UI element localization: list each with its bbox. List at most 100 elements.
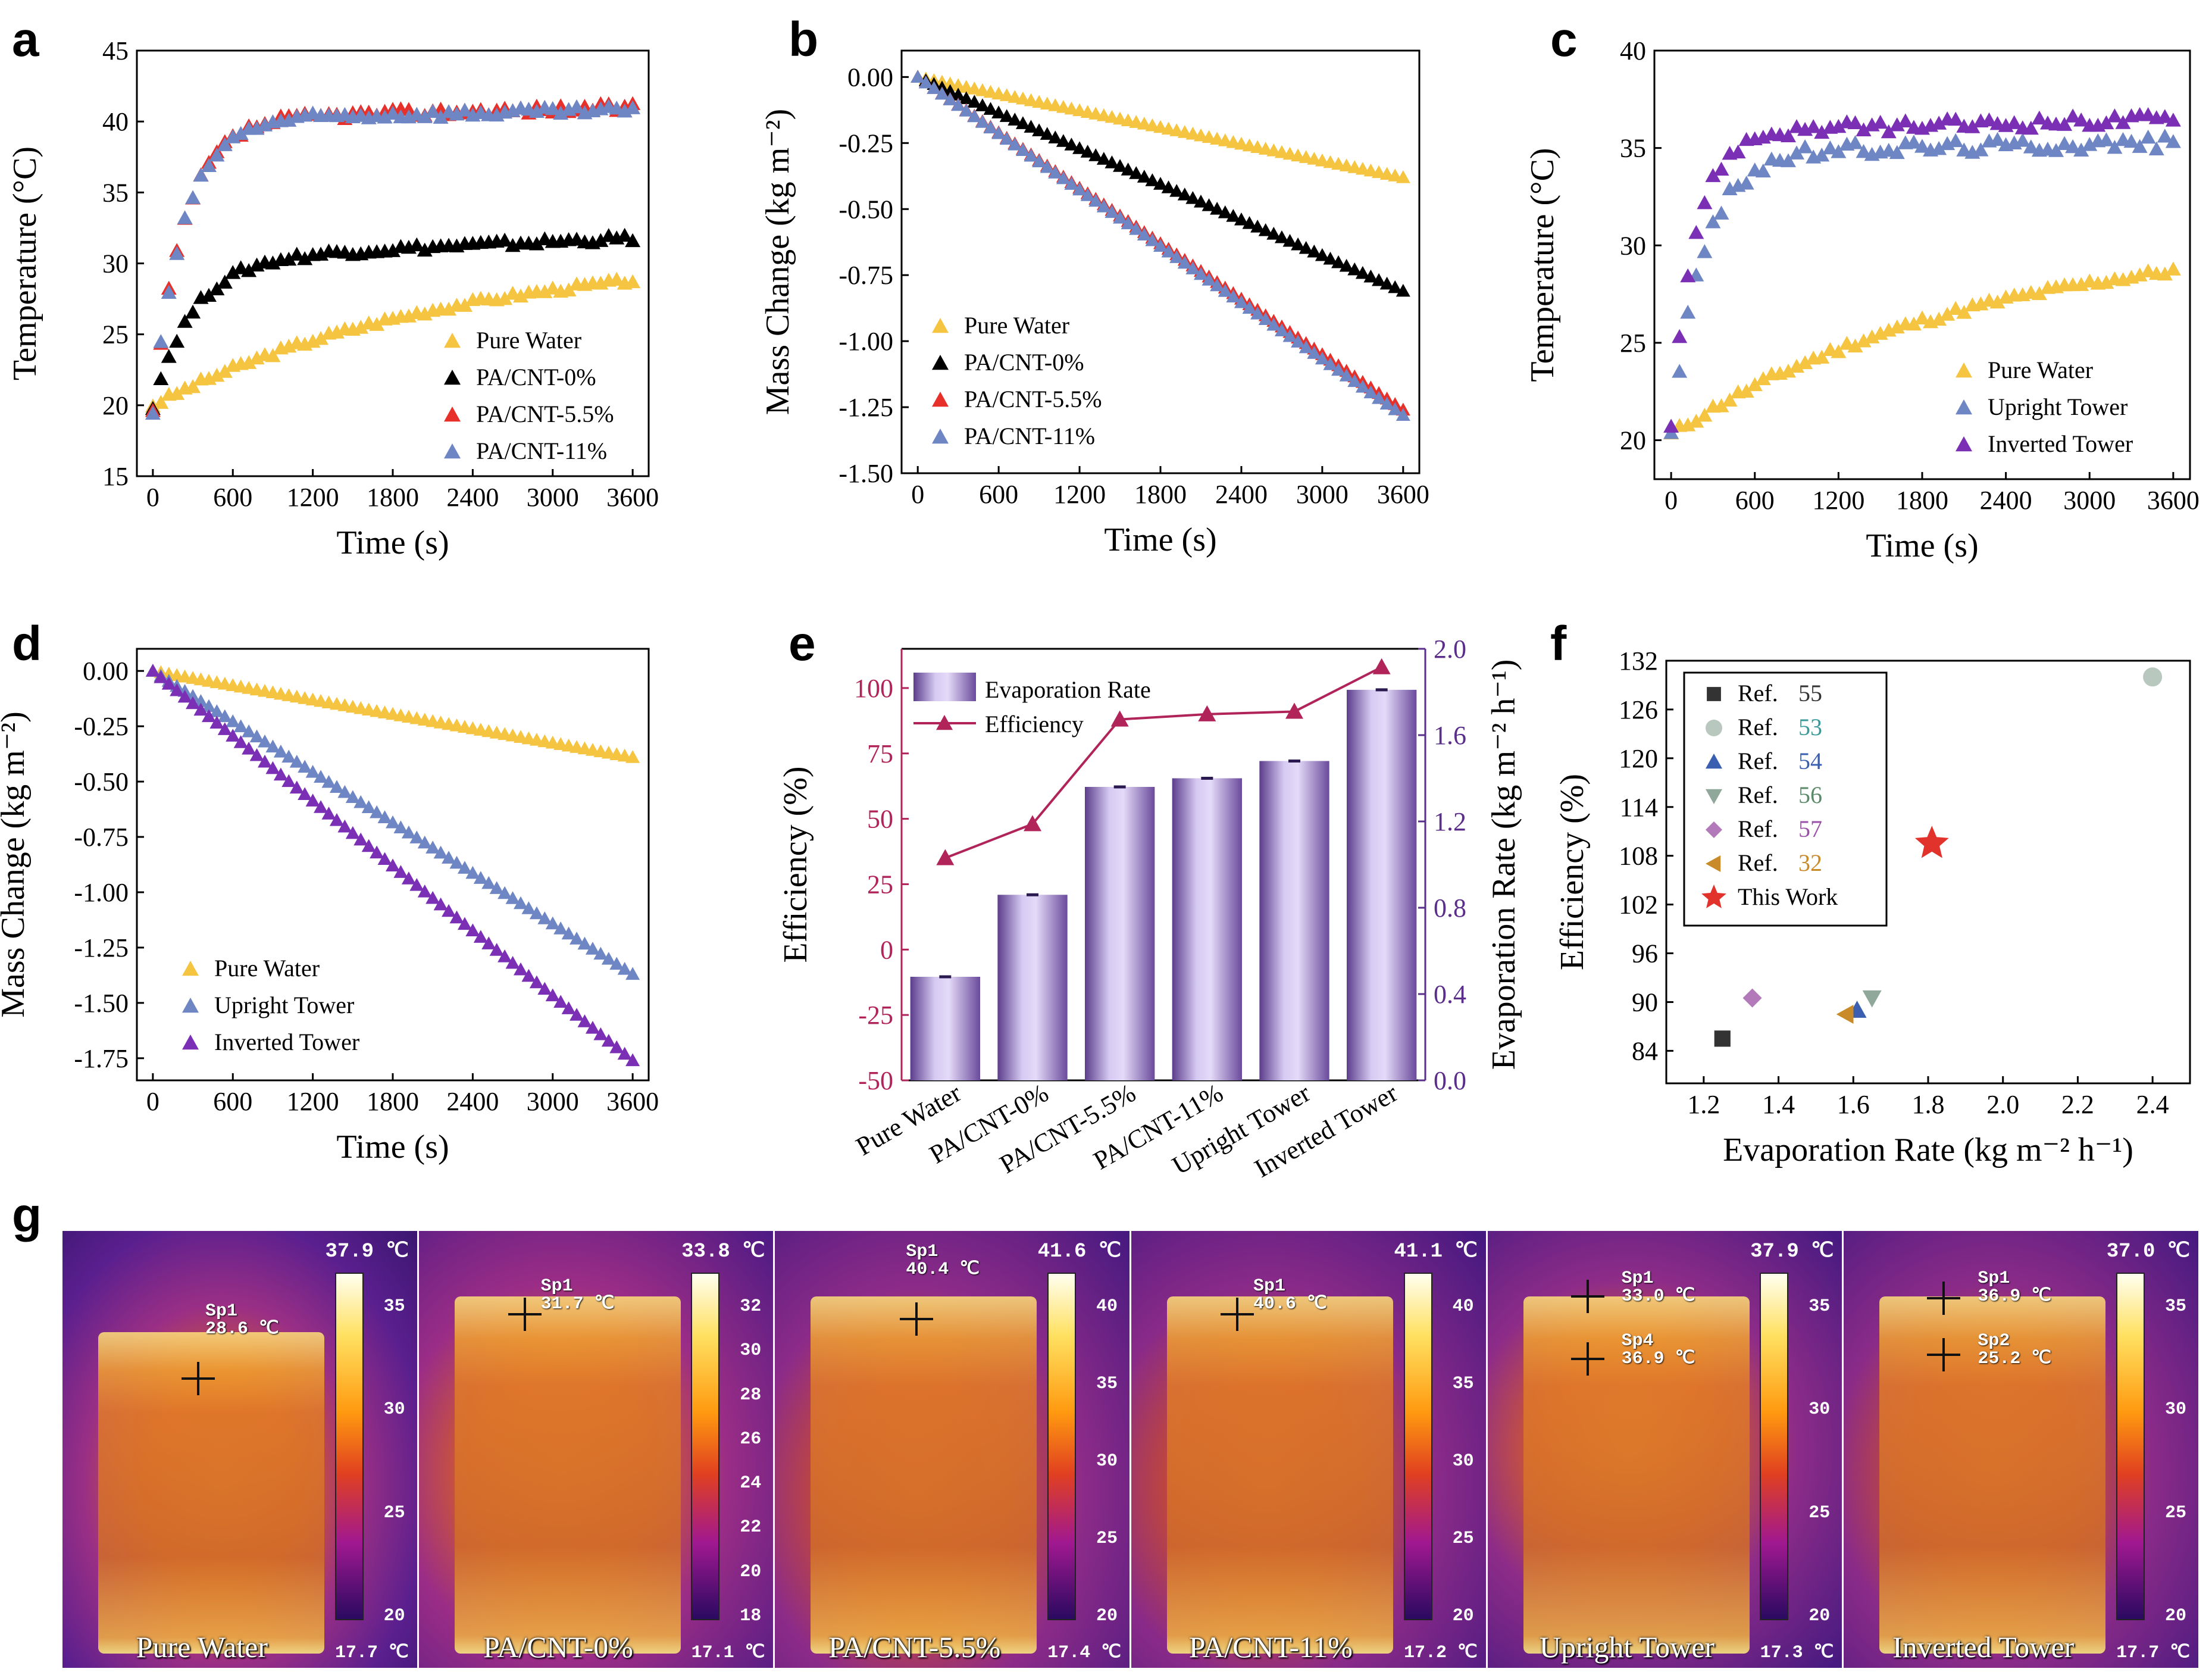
colorbar-tick: 25 <box>1809 1502 1831 1523</box>
y-tick-label: 102 <box>1619 890 1658 920</box>
y-axis-title-left: Efficiency (%) <box>777 766 814 962</box>
data-point <box>321 807 336 820</box>
data-point <box>999 88 1014 101</box>
data-point <box>1169 123 1184 136</box>
data-point <box>2023 139 2039 154</box>
data-point <box>1088 148 1103 161</box>
y-tick-label: 114 <box>1620 793 1658 822</box>
data-point <box>1008 112 1022 126</box>
data-point <box>625 967 640 980</box>
x-tick-label: 600 <box>979 480 1018 509</box>
data-point <box>2031 286 2047 301</box>
data-point <box>1948 133 1964 148</box>
x-tick-label: 1200 <box>287 1087 339 1116</box>
data-point <box>417 884 432 898</box>
data-point <box>1789 145 1805 160</box>
data-point <box>991 126 1006 139</box>
colorbar-tick: 28 <box>740 1385 762 1405</box>
data-point <box>1056 134 1071 147</box>
data-point <box>329 813 344 826</box>
y-tick-label: 15 <box>102 462 129 491</box>
data-point <box>1889 145 1905 160</box>
data-point <box>249 729 264 743</box>
data-point <box>1137 227 1152 241</box>
data-point <box>505 891 520 904</box>
x-tick-label: 2400 <box>1215 480 1268 509</box>
panel-letter-e: e <box>789 617 816 671</box>
data-point <box>1914 826 1949 858</box>
colorbar-tick: 35 <box>1452 1374 1474 1394</box>
x-axis-title: Time (s) <box>336 524 449 561</box>
legend-label: Upright Tower <box>214 992 354 1018</box>
data-point <box>217 722 232 735</box>
data-point <box>409 237 425 252</box>
data-point <box>1242 138 1257 152</box>
data-point <box>1714 1030 1731 1047</box>
data-point <box>2123 133 2139 148</box>
data-point <box>609 1040 624 1054</box>
data-point <box>1680 268 1696 283</box>
data-point <box>1747 377 1763 392</box>
data-point <box>521 968 536 982</box>
data-point <box>1781 153 1796 167</box>
data-point <box>1989 132 2005 146</box>
data-point <box>185 190 201 204</box>
data-point <box>625 274 641 289</box>
data-point <box>498 886 512 899</box>
data-point <box>514 896 528 910</box>
data-point <box>1226 209 1241 222</box>
data-point <box>1315 351 1329 365</box>
legend-label: Pure Water <box>1988 357 2093 383</box>
data-point <box>1323 155 1338 168</box>
data-point <box>242 724 256 738</box>
legend-label: Pure Water <box>964 312 1069 339</box>
data-point <box>449 106 465 121</box>
y-tick-label-left: 50 <box>867 805 893 834</box>
data-point <box>1210 132 1225 145</box>
data-point <box>233 719 248 733</box>
thermal-image-label: Inverted Tower <box>1892 1630 2075 1664</box>
y-tick-label: 132 <box>1619 646 1658 676</box>
data-point <box>1234 295 1249 308</box>
data-point <box>1113 159 1128 172</box>
colorbar-tick: 20 <box>1452 1606 1474 1626</box>
data-point <box>2057 117 2073 131</box>
data-point <box>999 132 1014 145</box>
data-point <box>1396 170 1410 183</box>
colorbar-tick: 18 <box>740 1606 762 1626</box>
data-point <box>593 233 609 247</box>
data-point <box>241 355 257 369</box>
panel-letter-c: c <box>1550 12 1578 67</box>
spot-crosshair <box>182 1362 215 1395</box>
data-point <box>265 739 280 753</box>
data-point <box>1797 355 1813 370</box>
data-point <box>537 284 553 298</box>
data-point <box>1697 195 1713 210</box>
y-tick-label: 25 <box>1620 329 1646 358</box>
legend-ref-number: 54 <box>1798 748 1822 774</box>
data-point <box>217 137 233 151</box>
data-point <box>314 770 328 783</box>
data-point <box>1048 165 1063 179</box>
data-point <box>1291 335 1306 348</box>
data-point <box>561 926 576 940</box>
legend-label: Inverted Tower <box>1988 430 2133 457</box>
data-point <box>2073 142 2089 157</box>
y-tick-label-left: 0 <box>880 935 893 964</box>
efficiency-point <box>1198 705 1216 721</box>
y-axis-title: Temperature (°C) <box>7 146 43 380</box>
y-tick-label: -1.75 <box>74 1044 129 1073</box>
data-point <box>1889 117 1905 132</box>
colorbar-min: 17.3 ℃ <box>1760 1643 1834 1663</box>
data-point <box>1177 188 1192 201</box>
data-point <box>497 232 513 247</box>
data-point <box>1914 139 1930 153</box>
colorbar-tick: 20 <box>740 1561 762 1582</box>
data-point <box>209 704 224 717</box>
data-point <box>1177 255 1192 269</box>
data-point <box>505 955 520 969</box>
data-point <box>1258 312 1273 326</box>
data-point <box>1242 301 1257 314</box>
data-point <box>967 109 982 123</box>
data-point <box>2073 277 2089 291</box>
